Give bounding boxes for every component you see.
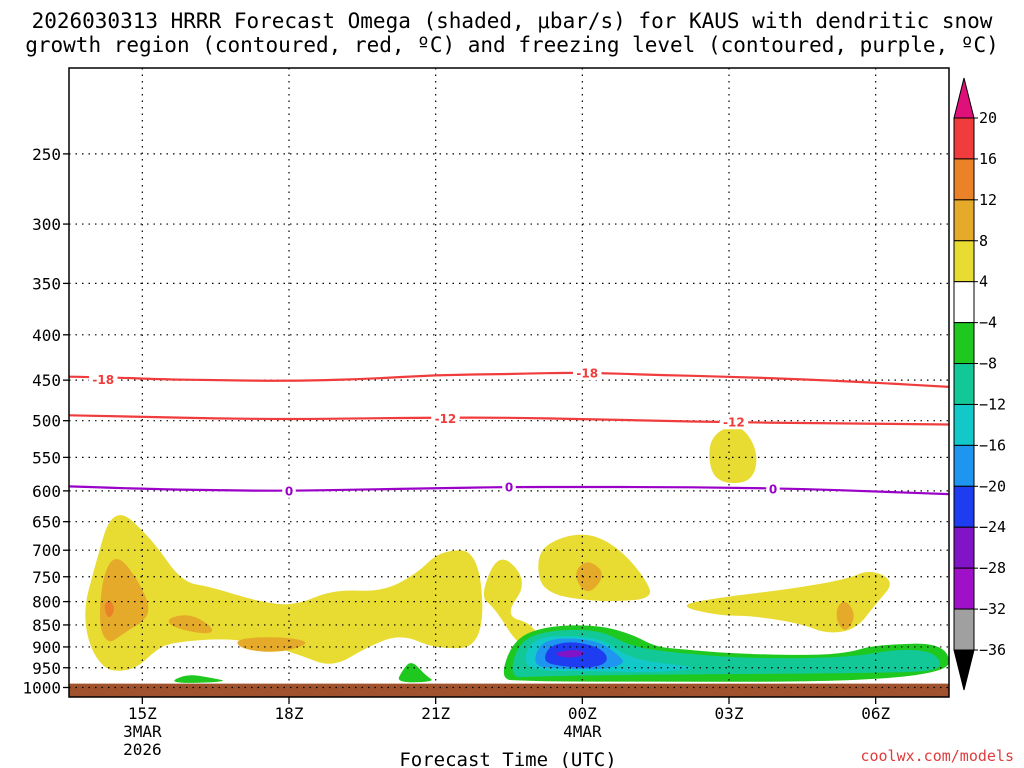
y-tick-label-900: 900 [32,638,61,657]
contour-line-isotherm-18c [68,371,950,388]
y-tick-label-250: 250 [32,145,61,164]
omega-region-purple-max-ascent [556,650,585,658]
colorbar-label-11: −28 [979,559,1006,577]
colorbar-bin-5 [953,322,975,365]
colorbar-bin-8 [953,444,975,487]
x-tick-label-15Z: 15Z [128,704,157,723]
colorbar: 20 16 12 8 4 −4 −8 −12 −16 −20 −24 −28 −32 −36 [953,77,1006,691]
omega-region-yellow-pocket-21z-00z [483,559,540,649]
colorbar-bin-2 [953,199,975,242]
plot-frame [68,67,950,698]
contour-label-bg-freezing-level-0c-1 [502,480,516,495]
omega-region-green-ascent-near-surface-20z [398,663,432,683]
contour-label-bg-isotherm-18c-1 [572,366,602,381]
contour-label-bg-freezing-level-0c-0 [282,483,296,498]
x-tick-label-21Z: 21Z [421,704,450,723]
y-axis-ticks: 250 300 350 400 450 500 550 600 650 700 750 800 850 9… [22,145,69,697]
omega-region-orange-patch-16z [168,615,213,634]
colorbar-bin-0 [953,117,975,160]
x-tick-year-15Z: 2026 [123,740,162,759]
y-tick-label-300: 300 [32,215,61,234]
colorbar-bin-9 [953,485,975,528]
site-credit: coolwx.com/models [860,747,1014,765]
contour-label-bg-isotherm-18c-0 [88,372,118,387]
y-tick-label-450: 450 [32,371,61,390]
contour-label-isotherm-12c-0: -12 [435,412,457,426]
colorbar-label-8: −16 [979,436,1006,454]
contour-line-isotherm-12c [68,414,950,426]
contour-label-isotherm-12c-1: -12 [723,416,745,430]
x-tick-date-00Z: 4MAR [563,722,602,741]
omega-region-yellow-blob-near-03z-550hpa [709,426,757,484]
y-tick-label-350: 350 [32,274,61,293]
contour-label-isotherm-18c-0: -18 [92,373,114,387]
x-tick-label-00Z: 00Z [568,704,597,723]
colorbar-bin-1 [953,158,975,201]
ground-layer [69,683,949,697]
colorbar-bottom-arrow [953,649,975,691]
chart-title-line1: 2026030313 HRRR Forecast Omega (shaded, … [32,9,993,33]
omega-region-orange-core-15z [99,558,149,642]
colorbar-label-2: 12 [979,191,997,209]
colorbar-label-7: −12 [979,395,1006,413]
contour-lines [68,371,950,496]
y-tick-label-950: 950 [32,659,61,678]
y-tick-label-600: 600 [32,482,61,501]
colorbar-label-9: −20 [979,477,1006,495]
colorbar-label-4: 4 [979,273,988,291]
colorbar-label-10: −24 [979,518,1006,536]
contour-label-freezing-level-0c-0: 0 [285,484,293,498]
omega-region-yellow-band-4-8 [85,515,483,671]
colorbar-label-3: 8 [979,232,988,250]
contour-label-bg-isotherm-12c-0 [431,411,460,426]
x-tick-label-18Z: 18Z [275,704,304,723]
omega-region-yellow-band-03z-06z [686,571,890,633]
chart-title-line2: growth region (contoured, red, ºC) and f… [25,33,999,57]
colorbar-bin-11 [953,567,975,610]
colorbar-bin-7 [953,403,975,446]
colorbar-bin-3 [953,240,975,283]
omega-region-green-ascent-near-surface-15z [174,675,223,683]
y-tick-label-650: 650 [32,513,61,532]
y-tick-label-700: 700 [32,541,61,560]
colorbar-bin-4 [953,281,975,324]
contour-labels: -18 -18 -12 -12 0 0 0 [88,366,780,498]
contour-label-isotherm-18c-1: -18 [576,367,598,381]
colorbar-bin-6 [953,363,975,405]
colorbar-label-12: −32 [979,600,1006,618]
y-tick-label-400: 400 [32,326,61,345]
contour-label-freezing-level-0c-2: 0 [769,482,777,496]
y-tick-label-750: 750 [32,568,61,587]
y-tick-label-850: 850 [32,616,61,635]
colorbar-bin-10 [953,526,975,569]
x-tick-date-15Z: 3MAR [123,722,162,741]
y-tick-label-500: 500 [32,412,61,431]
colorbar-label-13: −36 [979,641,1006,659]
contour-label-bg-isotherm-12c-1 [719,415,749,430]
colorbar-label-0: 20 [979,109,997,127]
x-axis-label: Forecast Time (UTC) [399,749,616,768]
colorbar-label-5: −4 [979,314,997,332]
y-tick-label-550: 550 [32,448,61,467]
contour-label-bg-freezing-level-0c-2 [766,481,780,496]
contour-label-freezing-level-0c-1: 0 [505,481,513,495]
colorbar-bin-12 [953,608,975,651]
x-tick-label-03Z: 03Z [715,704,744,723]
colorbar-top-arrow [953,77,975,119]
colorbar-label-1: 16 [979,150,997,168]
x-tick-label-06Z: 06Z [861,704,890,723]
omega-region-orange-patch-05z [836,601,854,630]
y-tick-label-800: 800 [32,593,61,612]
ground-fill [69,683,949,697]
colorbar-label-6: −8 [979,355,997,373]
omega-shaded-regions [85,426,949,683]
omega-region-dark-orange-dot-15z [104,600,114,618]
y-tick-label-1000: 1000 [22,678,61,697]
